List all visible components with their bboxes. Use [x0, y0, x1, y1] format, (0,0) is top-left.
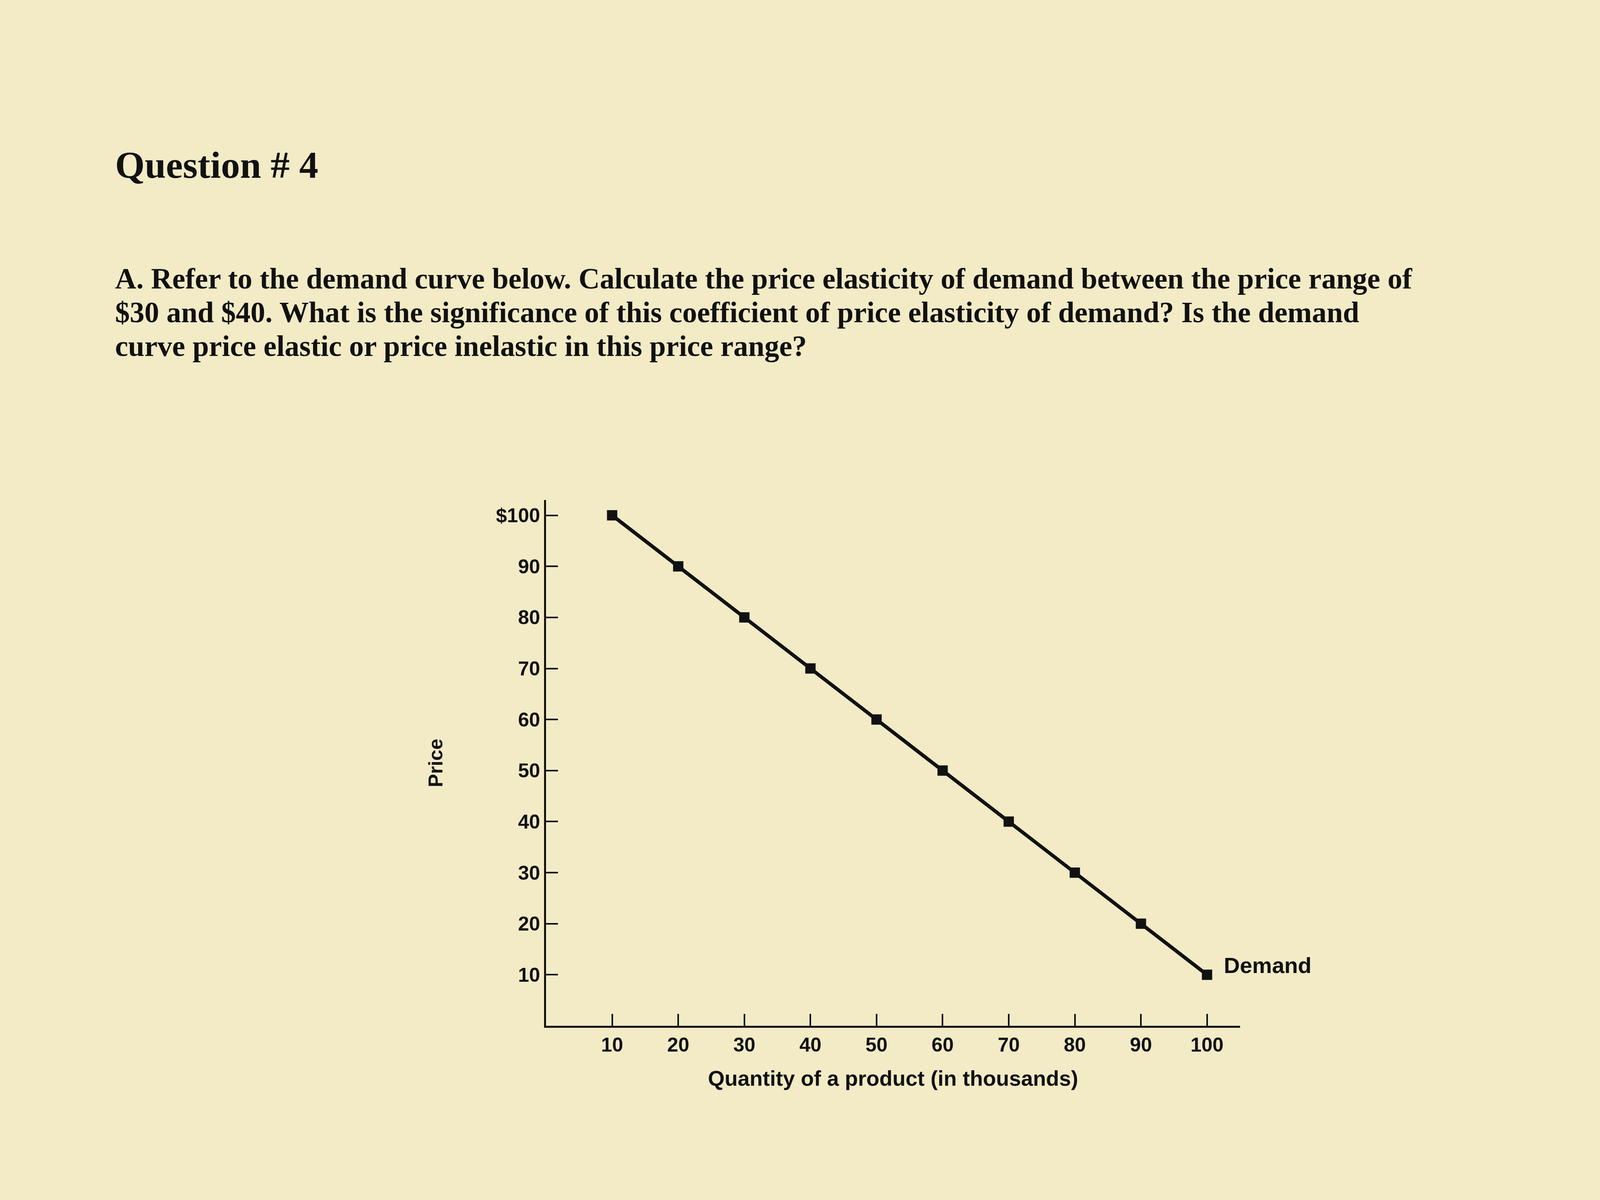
- svg-text:90: 90: [517, 555, 541, 578]
- svg-text:30: 30: [733, 1033, 756, 1056]
- svg-text:$100: $100: [496, 504, 541, 527]
- svg-text:60: 60: [931, 1033, 954, 1056]
- svg-text:70: 70: [997, 1033, 1020, 1056]
- svg-text:10: 10: [601, 1033, 624, 1056]
- svg-text:30: 30: [517, 861, 541, 885]
- svg-text:Price: Price: [424, 738, 447, 787]
- svg-text:50: 50: [517, 759, 541, 782]
- svg-text:90: 90: [1129, 1033, 1152, 1056]
- html-text:A. Refer to the demand curve b: A. Refer to the demand curve below. Calc…: [115, 262, 1413, 363]
- svg-text:60: 60: [517, 708, 541, 731]
- svg-text:20: 20: [667, 1033, 690, 1056]
- svg-text:80: 80: [1063, 1033, 1087, 1056]
- svg-text:40: 40: [517, 810, 541, 833]
- svg-text:80: 80: [517, 606, 541, 629]
- svg-text:100: 100: [1190, 1033, 1224, 1056]
- svg-text:40: 40: [799, 1033, 822, 1056]
- svg-text:10: 10: [517, 963, 541, 987]
- svg-text:50: 50: [865, 1033, 888, 1056]
- svg-text:Quantity of a product (in thou: Quantity of a product (in thousands): [707, 1066, 1079, 1091]
- svg-text:20: 20: [517, 912, 541, 935]
- html-text:Question # 4: Question # 4: [115, 143, 319, 187]
- svg-text:Demand: Demand: [1223, 952, 1312, 978]
- svg-text:70: 70: [517, 657, 541, 680]
